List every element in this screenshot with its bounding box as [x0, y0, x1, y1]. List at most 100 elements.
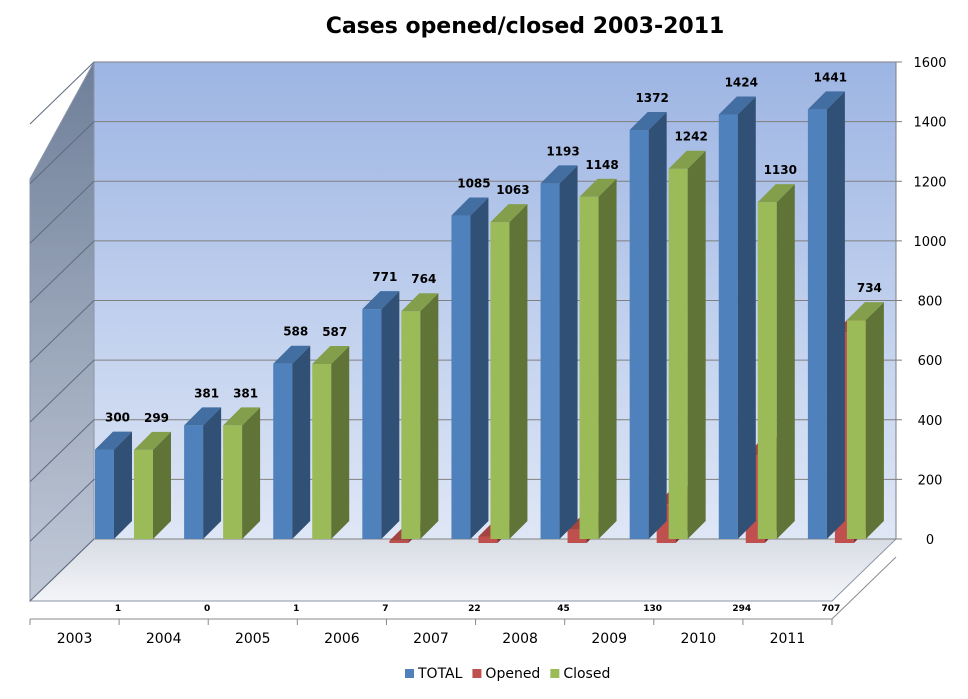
y-tick-label: 200	[918, 473, 943, 488]
bar-closed-front	[579, 196, 599, 539]
value-label-closed: 1242	[674, 130, 707, 144]
bar-total-front	[718, 114, 738, 539]
bar-closed-front	[757, 202, 777, 539]
x-tick-label: 2007	[413, 631, 449, 647]
bar-total	[718, 96, 756, 539]
bar-closed-front	[312, 364, 332, 539]
bar-total-top	[184, 407, 222, 426]
bar-closed	[668, 150, 706, 539]
bar-total-top	[273, 345, 311, 364]
bar-total	[95, 431, 132, 539]
x-tick-label: 2008	[502, 631, 538, 647]
value-label-closed: 764	[411, 272, 436, 286]
value-label-closed: 381	[233, 386, 258, 400]
bar-total-front	[807, 109, 827, 539]
bar-total-side	[470, 197, 489, 540]
bar-closed	[401, 293, 439, 539]
value-label-closed: 1130	[764, 163, 797, 177]
bar-closed-side	[598, 178, 617, 539]
bars	[95, 91, 884, 543]
bar-total-front	[273, 363, 293, 539]
bar-total-side	[381, 291, 400, 539]
bar-total	[273, 345, 311, 539]
bar-total	[451, 197, 489, 540]
legend-label-closed: Closed	[563, 666, 610, 682]
side-gridline	[29, 359, 95, 423]
bar-closed-front	[401, 311, 421, 539]
legend-label-total: TOTAL	[417, 666, 463, 682]
chart-title: Cases opened/closed 2003-2011	[326, 14, 725, 39]
bar-total-top	[362, 291, 400, 310]
x-tick-label: 2011	[770, 631, 806, 647]
y-tick-label: 1000	[913, 235, 946, 250]
value-label-total: 1441	[814, 70, 847, 84]
side-gridline	[29, 300, 95, 363]
bar-total-front	[629, 129, 649, 539]
bar-closed-side	[865, 302, 884, 539]
value-label-total: 300	[105, 411, 130, 425]
value-label-total: 381	[194, 386, 219, 400]
bar-total-front	[184, 425, 204, 539]
side-gridline	[29, 419, 95, 483]
value-label-opened: 0	[204, 604, 210, 614]
x-axis: 2003 2004 2005 2006 2007 2008 2009 2010 2011	[57, 631, 806, 647]
bar-closed-side	[331, 346, 350, 539]
bar-total-front	[540, 183, 560, 540]
bar-closed	[490, 204, 528, 539]
x-axis-depth-line	[831, 556, 897, 620]
legend-swatch-opened	[472, 669, 482, 678]
bar-closed-front	[134, 449, 153, 539]
value-label-opened: 45	[557, 604, 570, 614]
bar-closed-top	[312, 346, 350, 365]
y-tick-label: 1400	[913, 116, 946, 131]
bar-opened-front	[389, 540, 409, 543]
x-tick-label: 2005	[235, 631, 271, 647]
value-label-opened: 1	[115, 604, 121, 614]
bar-total-front	[95, 449, 114, 539]
bar-closed-front	[223, 425, 243, 539]
bar-closed-top	[668, 150, 706, 169]
value-label-total: 1372	[635, 91, 668, 105]
bar-total-top	[95, 431, 132, 450]
y-tick-label: 1200	[913, 175, 946, 190]
bar-closed	[757, 184, 795, 539]
bar-closed	[134, 431, 171, 539]
bar-total	[629, 111, 667, 539]
x-tick-label: 2006	[324, 631, 360, 647]
y-axis: 0 200 400 600 800 1000 1200 1400 1600	[913, 56, 946, 548]
bar-closed	[579, 178, 617, 539]
value-label-closed: 734	[857, 281, 882, 295]
bar-closed	[223, 407, 261, 539]
bar-closed-top	[490, 204, 528, 223]
bar-total-front	[362, 309, 382, 539]
bar-closed-front	[668, 168, 688, 539]
side-gridline	[29, 479, 95, 542]
bar-closed-top	[401, 293, 439, 312]
bar-total-top	[451, 197, 489, 216]
value-label-opened: 707	[821, 604, 840, 614]
bar-total-side	[292, 345, 311, 539]
value-label-total: 771	[372, 270, 397, 284]
value-label-closed: 1148	[585, 158, 618, 172]
value-label-total: 1424	[725, 75, 758, 89]
value-label-opened: 294	[732, 604, 751, 614]
bar-closed	[846, 302, 884, 539]
bar-total-side	[648, 111, 667, 539]
value-label-closed: 587	[322, 325, 347, 339]
y-tick-label: 800	[918, 295, 943, 310]
bar-closed	[312, 346, 350, 539]
bar-total	[540, 165, 578, 540]
bar-total	[184, 407, 222, 539]
bar-closed-front	[490, 222, 510, 539]
y-tick-label: 600	[918, 354, 943, 369]
y-tick-label: 400	[918, 414, 943, 429]
bar-closed-side	[509, 204, 528, 539]
bar-closed-top	[757, 184, 795, 203]
value-label-total: 1193	[546, 144, 579, 158]
x-tick-label: 2003	[57, 631, 93, 647]
bar-closed-top	[579, 178, 617, 197]
value-label-closed: 299	[144, 411, 169, 425]
bar-closed-side	[687, 150, 706, 539]
legend-label-opened: Opened	[485, 666, 540, 682]
